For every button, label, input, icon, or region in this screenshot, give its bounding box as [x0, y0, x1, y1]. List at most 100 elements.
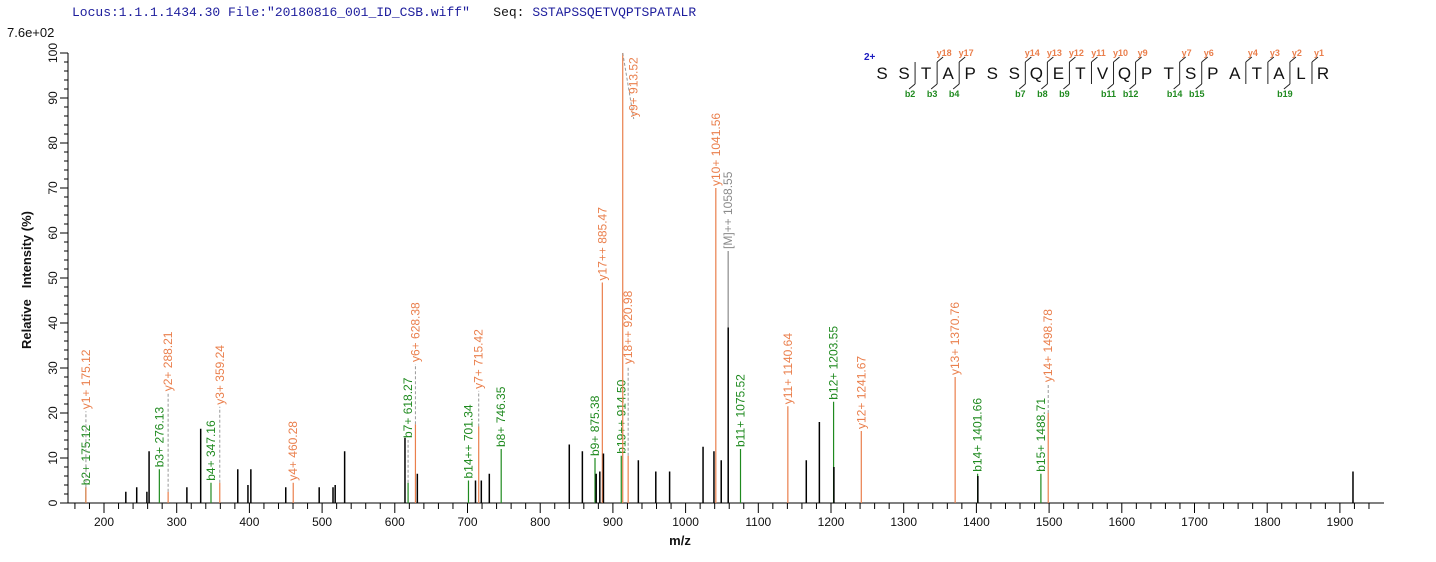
y-ion-label: y2: [1292, 48, 1302, 58]
y-tick-label: 20: [46, 406, 60, 420]
y-ion-hook: [1025, 56, 1032, 63]
x-tick-label: 1700: [1181, 515, 1208, 529]
locus-file-text: Locus:1.1.1.1434.30 File:"20180816_001_I…: [72, 5, 470, 20]
x-tick-label: 200: [94, 515, 114, 529]
b-ion-label: b2: [905, 89, 916, 99]
residue-letter: L: [1296, 64, 1305, 83]
y-ion-label: y12: [1069, 48, 1084, 58]
peak-label: y1+ 175.12: [79, 349, 93, 409]
x-tick-label: 1000: [672, 515, 699, 529]
x-tick-label: 1900: [1327, 515, 1354, 529]
b-ion-hook: [952, 83, 960, 90]
peak-label: y6+ 628.38: [408, 302, 422, 362]
peak-label: b14++ 701.34: [461, 404, 475, 478]
peak-label: [M]++ 1058.55: [721, 171, 735, 249]
peak-label: y11+ 1140.64: [781, 333, 795, 405]
y-ion-hook: [936, 56, 944, 63]
b-ion-hook: [1283, 83, 1291, 90]
y-tick-label: 10: [46, 451, 60, 465]
y-tick-label: 60: [46, 226, 60, 240]
peak-label: y10+ 1041.56: [709, 113, 723, 186]
residue-letter: P: [965, 64, 976, 83]
y-ion-label: y3: [1270, 48, 1280, 58]
x-tick-label: 1600: [1108, 515, 1135, 529]
b-ion-label: b3: [927, 89, 938, 99]
y-ion-label: y17: [959, 48, 974, 58]
b-ion-hook: [1107, 83, 1114, 90]
label-connector: [622, 52, 635, 120]
peak-label: y4+ 460.28: [286, 421, 300, 481]
y-tick-label: 80: [46, 136, 60, 150]
y-ion-hook: [1091, 56, 1098, 63]
residue-letter: Q: [1030, 64, 1043, 83]
residue-letter: S: [876, 64, 887, 83]
b-ion-label: b12: [1123, 89, 1139, 99]
b-ion-label: b14: [1167, 89, 1183, 99]
residue-letter: T: [921, 64, 931, 83]
charge-label: 2+: [864, 52, 876, 63]
peak-label: y3+ 359.24: [213, 345, 227, 405]
y-ion-hook: [1245, 56, 1253, 63]
residue-letter: S: [1185, 64, 1196, 83]
b-ion-label: b9: [1059, 89, 1070, 99]
x-tick-label: 400: [239, 515, 259, 529]
residue-letter: A: [1229, 64, 1241, 83]
y-ion-label: y13: [1047, 48, 1062, 58]
peak-label: y18++ 920.98: [621, 290, 635, 364]
y-ion-label: y1: [1314, 48, 1324, 58]
peak-label: y2+ 288.21: [161, 331, 175, 391]
residue-letter: S: [1009, 64, 1020, 83]
y-ion-label: y6: [1204, 48, 1214, 58]
peak-label: b7+ 618.27: [401, 377, 415, 438]
y-tick-label: 90: [46, 91, 60, 105]
x-tick-label: 300: [167, 515, 187, 529]
x-tick-label: 1100: [745, 515, 771, 529]
y-axis-title: Relative Intensity (%): [19, 211, 34, 349]
y-ion-label: y14: [1025, 48, 1040, 58]
residue-letter: T: [1252, 64, 1262, 83]
peak-label: b15+ 1488.71: [1034, 398, 1048, 472]
peak-label: b4+ 347.16: [204, 420, 218, 481]
axis-ticks: 200 300 400 500 600 700 800 900 1000 1100 1200 1300…: [46, 43, 1370, 529]
y-ion-hook: [1069, 56, 1076, 63]
y-ion-label: y9: [1138, 48, 1148, 58]
y-ion-hook: [1179, 56, 1186, 63]
b-ion-hook: [1129, 83, 1136, 90]
peak-label: y17++ 885.47: [595, 207, 609, 281]
peak-label: b11+ 1075.52: [734, 374, 748, 447]
residue-letter: A: [1273, 64, 1285, 83]
b-ion-label: b19: [1277, 89, 1293, 99]
x-tick-label: 600: [385, 515, 405, 529]
residue-letter: T: [1163, 64, 1173, 83]
sequence-text: SSTAPSSQETVQPTSPATALR: [532, 5, 697, 20]
y-ion-label: y18: [937, 48, 952, 58]
b-ion-label: b4: [949, 89, 960, 99]
x-tick-label: 1500: [1036, 515, 1063, 529]
y-tick-label: 100: [46, 43, 60, 63]
seq-label: Seq:: [493, 5, 525, 20]
y-ion-hook: [1047, 56, 1054, 63]
peak-label: b19++ 914.50: [614, 379, 628, 453]
x-tick-label: 500: [312, 515, 332, 529]
peak-label: y13+ 1370.76: [948, 302, 962, 375]
x-tick-label: 1400: [963, 515, 990, 529]
b-ion-hook: [1019, 83, 1026, 90]
residue-letter: R: [1317, 64, 1329, 83]
x-tick-label: 900: [603, 515, 623, 529]
residue-letter: P: [1141, 64, 1152, 83]
residue-letter: T: [1075, 64, 1085, 83]
y-tick-label: 50: [46, 271, 60, 285]
x-axis-title: m/z: [669, 533, 691, 548]
peak-label: y7+ 715.42: [472, 329, 486, 389]
residue-letter: S: [987, 64, 998, 83]
x-tick-label: 1300: [890, 515, 917, 529]
y-ion-label: y10: [1113, 48, 1128, 58]
b-ion-hook: [1041, 83, 1048, 90]
y-ion-hook: [1311, 56, 1319, 63]
peak-label: b8+ 746.35: [494, 386, 508, 447]
b-ion-label: b7: [1015, 89, 1026, 99]
residue-letter: P: [1207, 64, 1218, 83]
peak-label: y14+ 1498.78: [1041, 309, 1055, 382]
peak-label: b12+ 1203.55: [827, 326, 841, 400]
